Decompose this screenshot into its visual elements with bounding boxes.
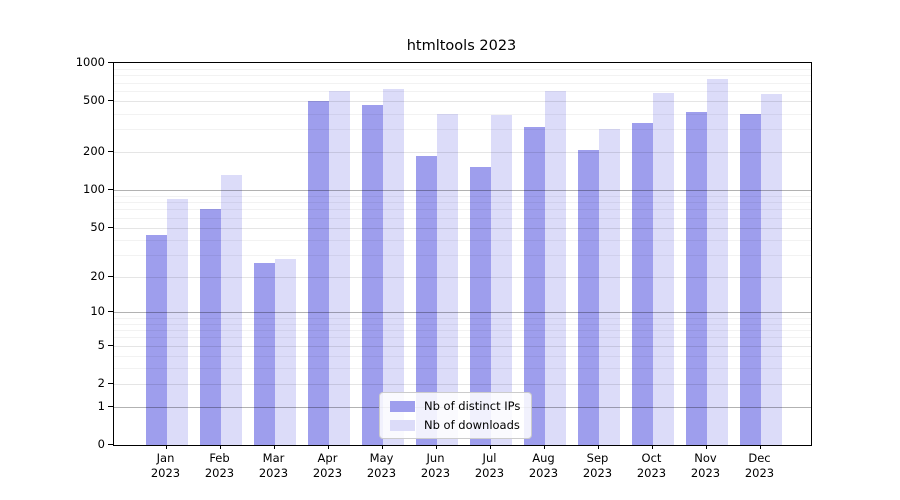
y-tick-label-1: 1 [97,398,105,413]
y-tick-mark [108,226,113,228]
y-tick-mark [108,150,113,152]
x-tick-label-sep-2023: Sep 2023 [582,451,613,480]
bar-nb-of-downloads-nov-2023 [706,78,728,445]
y-tick-mark [108,405,113,407]
x-tick-mark [273,445,275,449]
bar-nb-of-downloads-apr-2023 [328,90,350,445]
legend-label-nb-of-downloads: Nb of downloads [424,418,520,432]
y-tick-label-200: 200 [83,143,105,158]
y-tick-mark [108,444,113,445]
x-tick-mark [381,445,383,449]
x-tick-mark [597,445,599,449]
y-tick-mark [108,188,113,190]
legend-swatch-nb-of-distinct-ips [390,400,415,412]
legend-item-nb-of-distinct-ips: Nb of distinct IPs [390,399,520,413]
x-tick-mark [165,445,167,449]
bar-layer [114,63,811,445]
y-tick-mark [108,275,113,277]
bar-nb-of-downloads-may-2023 [382,88,404,445]
bar-nb-of-downloads-dec-2023 [760,94,782,445]
legend-item-nb-of-downloads: Nb of downloads [390,418,520,432]
x-tick-label-feb-2023: Feb 2023 [204,451,235,480]
bar-nb-of-downloads-jan-2023 [166,198,188,445]
y-tick-label-1000: 1000 [75,55,105,69]
x-tick-mark [435,445,437,449]
bar-nb-of-distinct-ips-oct-2023 [631,123,653,445]
bar-nb-of-distinct-ips-dec-2023 [739,113,761,445]
y-tick-label-0: 0 [97,437,105,451]
x-tick-label-jul-2023: Jul 2023 [474,451,505,480]
plot-area [113,62,812,446]
bar-nb-of-downloads-oct-2023 [652,92,674,445]
bar-nb-of-distinct-ips-jul-2023 [469,166,491,445]
chart-title: htmltools 2023 [406,38,517,54]
bar-nb-of-downloads-feb-2023 [220,174,242,445]
x-tick-mark [543,445,545,449]
y-tick-label-20: 20 [90,268,105,283]
x-tick-mark [759,445,761,449]
x-tick-label-dec-2023: Dec 2023 [744,451,775,480]
bar-nb-of-distinct-ips-jun-2023 [415,156,437,445]
bar-nb-of-downloads-aug-2023 [544,91,566,445]
x-tick-label-nov-2023: Nov 2023 [690,451,721,480]
y-tick-label-50: 50 [90,219,105,234]
y-tick-label-10: 10 [90,304,105,319]
bar-nb-of-distinct-ips-jan-2023 [145,234,167,445]
bar-nb-of-distinct-ips-mar-2023 [253,262,275,445]
bar-nb-of-distinct-ips-aug-2023 [523,126,545,445]
y-tick-label-5: 5 [97,337,105,352]
x-tick-label-jan-2023: Jan 2023 [150,451,181,480]
y-tick-label-500: 500 [83,93,105,108]
y-tick-label-100: 100 [83,181,105,196]
x-tick-mark [651,445,653,449]
y-tick-label-2: 2 [97,376,105,391]
y-tick-mark [108,344,113,346]
x-tick-mark [705,445,707,449]
y-tick-mark [108,311,113,313]
x-tick-label-apr-2023: Apr 2023 [312,451,343,480]
bar-nb-of-downloads-jun-2023 [436,113,458,445]
x-tick-mark [489,445,491,449]
x-tick-mark [327,445,329,449]
bar-nb-of-distinct-ips-feb-2023 [199,208,221,445]
y-tick-mark [108,100,113,102]
x-tick-label-may-2023: May 2023 [366,451,397,480]
bar-nb-of-downloads-jul-2023 [490,115,512,445]
bar-nb-of-distinct-ips-sep-2023 [577,149,599,445]
legend-label-nb-of-distinct-ips: Nb of distinct IPs [424,399,521,413]
legend: Nb of distinct IPs Nb of downloads [379,392,533,439]
bar-nb-of-downloads-sep-2023 [598,128,620,445]
bar-nb-of-distinct-ips-may-2023 [361,104,383,445]
x-tick-label-aug-2023: Aug 2023 [528,451,559,480]
x-tick-label-mar-2023: Mar 2023 [258,451,289,480]
y-tick-mark [108,62,113,63]
x-tick-label-jun-2023: Jun 2023 [420,451,451,480]
bar-nb-of-downloads-mar-2023 [274,258,296,445]
y-tick-mark [108,383,113,385]
x-tick-mark [219,445,221,449]
bar-nb-of-distinct-ips-nov-2023 [685,111,707,445]
legend-swatch-nb-of-downloads [390,419,415,431]
bar-nb-of-distinct-ips-apr-2023 [307,101,329,445]
x-tick-label-oct-2023: Oct 2023 [636,451,667,480]
